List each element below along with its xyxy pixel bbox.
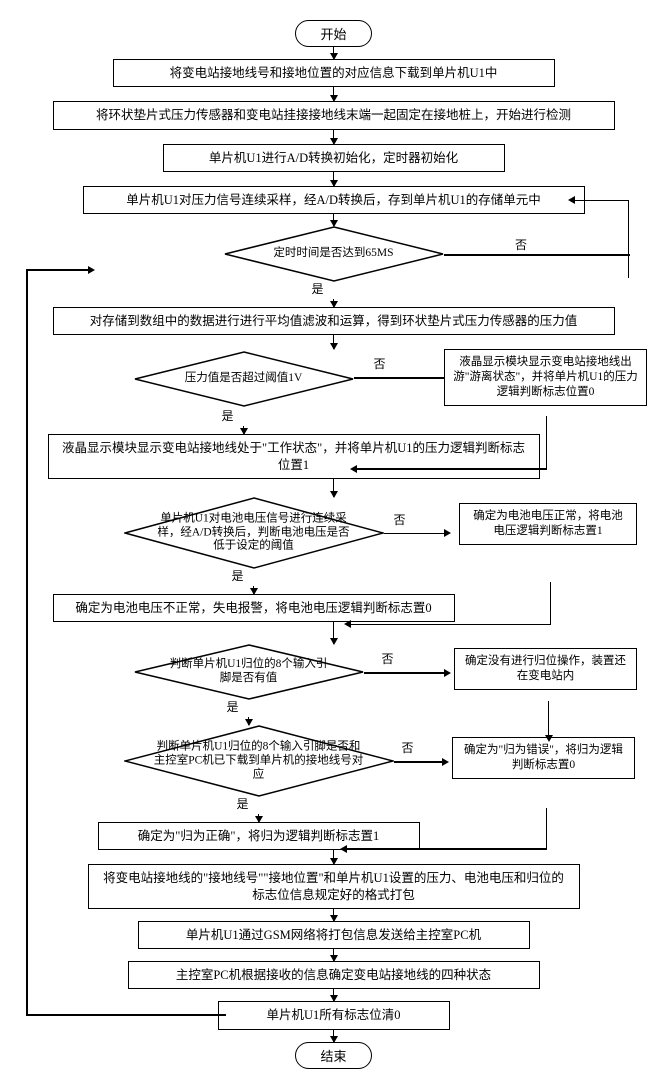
arrow: [333, 949, 335, 961]
process-1: 将变电站接地线号和接地位置的对应信息下载到单片机U1中: [113, 59, 555, 87]
line-d1-right: [444, 254, 630, 256]
label-no: 否: [382, 650, 394, 667]
row-d2: 压力值是否超过阈值1V 否 液晶显示模块显示变电站接地线出游"游离状态"，并将单…: [20, 349, 647, 409]
arrow: [258, 814, 260, 822]
line-d5-right: [394, 761, 442, 763]
process-4: 单片机U1对压力信号连续采样，经A/D转换后，存到单片机U1的存储单元中: [83, 186, 585, 214]
merge-s5-v: [546, 808, 548, 848]
process-12: 单片机U1所有标志位清0: [218, 1001, 450, 1029]
process-9: 将变电站接地线的"接地线号""接地位置"和单片机U1设置的压力、电池电压和归位的…: [88, 864, 580, 909]
row-d5: 判断单片机U1归位的8个输入引脚是否和主控室PC机已下载到单片机的接地线号对应 …: [20, 725, 647, 797]
loop-line-h-top: [575, 200, 629, 202]
label-no: 否: [515, 236, 527, 253]
arrow: [333, 850, 335, 864]
big-loop-h-bottom: [26, 1014, 226, 1016]
line-d4-right: [364, 672, 444, 674]
arrowhead: [545, 735, 553, 742]
process-6: 液晶显示模块显示变电站接地线处于"工作状态"，并将单片机U1的压力逻辑判断标志位…: [48, 434, 540, 479]
arrowhead: [344, 620, 351, 628]
process-8: 确定为"归为正确"，将归为逻辑判断标志置1: [98, 822, 420, 850]
label-yes: 是: [231, 567, 243, 584]
decision-2-text: 压力值是否超过阈值1V: [167, 372, 321, 386]
merge-s5-h: [347, 848, 547, 850]
decision-5-text: 判断单片机U1归位的8个输入引脚是否和主控室PC机已下载到单片机的接地线号对应: [153, 740, 364, 781]
arrow: [333, 479, 335, 497]
row-n6: 液晶显示模块显示变电站接地线处于"工作状态"，并将单片机U1的压力逻辑判断标志位…: [20, 434, 647, 479]
arrow: [243, 426, 245, 434]
decision-1-text: 定时时间是否达到65MS: [257, 247, 411, 261]
arrow: [333, 130, 335, 144]
side-box-3: 确定为电池电压正常，将电池电压逻辑判断标志置1: [459, 503, 637, 545]
big-loop-v: [26, 269, 28, 1014]
label-yes: 是: [311, 280, 323, 297]
decision-3: 单片机U1对电池电压信号进行连续采样，经A/D转换后，判断电池电压是否低于设定的…: [124, 497, 384, 569]
arrow: [333, 1030, 335, 1042]
label-yes: 是: [221, 407, 233, 424]
row-n7: 确定为电池电压不正常，失电报警，将电池电压逻辑判断标志置0: [20, 594, 647, 622]
side-box-5: 确定为"归为错误"，将归为逻辑判断标志置0: [452, 737, 635, 779]
row-n4: 单片机U1对压力信号连续采样，经A/D转换后，存到单片机U1的存储单元中: [20, 186, 647, 214]
label-yes: 是: [226, 698, 238, 715]
arrow: [333, 172, 335, 186]
process-3: 单片机U1进行A/D转换初始化，定时器初始化: [163, 144, 505, 172]
flowchart-root: 开始 将变电站接地线号和接地位置的对应信息下载到单片机U1中 将环状垫片式压力传…: [20, 20, 647, 1069]
process-11: 主控室PC机根据接收的信息确定变电站接地线的四种状态: [128, 961, 540, 989]
arrow: [333, 989, 335, 1001]
row-d4: 判断单片机U1归位的8个输入引脚是否有值 否 确定没有进行归位操作，装置还在变电…: [20, 644, 647, 700]
merge-s3-h: [351, 624, 551, 626]
merge-s4-v: [548, 701, 550, 737]
arrowhead: [350, 465, 357, 473]
row-n8: 确定为"归为正确"，将归为逻辑判断标志置1: [20, 822, 647, 850]
arrow: [248, 717, 250, 725]
arrow: [333, 47, 335, 59]
row-n10: 单片机U1通过GSM网络将打包信息发送给主控室PC机: [20, 921, 647, 949]
arrow: [333, 214, 335, 226]
row-n12: 单片机U1所有标志位清0: [20, 1001, 647, 1029]
row-d1: 定时时间是否达到65MS 否: [20, 226, 647, 282]
side-box-4: 确定没有进行归位操作，装置还在变电站内: [454, 648, 637, 690]
arrowhead: [568, 196, 575, 204]
row-d3: 单片机U1对电池电压信号进行连续采样，经A/D转换后，判断电池电压是否低于设定的…: [20, 497, 647, 569]
arrowhead: [442, 758, 449, 766]
arrowhead: [444, 669, 451, 677]
merge-s2-h: [357, 468, 547, 470]
side-box-2: 液晶显示模块显示变电站接地线出游"游离状态"，并将单片机U1的压力逻辑判断标志位…: [444, 349, 647, 406]
arrow: [333, 909, 335, 921]
process-2: 将环状垫片式压力传感器和变电站挂接接地线末端一起固定在接地桩上，开始进行检测: [53, 101, 615, 129]
arrow: [333, 299, 335, 307]
start-terminal: 开始: [295, 20, 371, 47]
line-d3-right: [384, 533, 444, 535]
big-loop-h-top: [26, 269, 88, 271]
decision-2: 压力值是否超过阈值1V: [134, 351, 354, 407]
merge-s3-v: [550, 582, 552, 624]
arrowhead: [340, 845, 347, 853]
process-10: 单片机U1通过GSM网络将打包信息发送给主控室PC机: [138, 921, 530, 949]
decision-5: 判断单片机U1归位的8个输入引脚是否和主控室PC机已下载到单片机的接地线号对应: [124, 725, 394, 797]
decision-4-text: 判断单片机U1归位的8个输入引脚是否有值: [168, 658, 329, 686]
process-5: 对存储到数组中的数据进行进行平均值滤波和运算，得到环状垫片式压力传感器的压力值: [53, 307, 615, 335]
label-no: 否: [402, 739, 414, 756]
merge-s2-v: [546, 416, 548, 468]
process-7: 确定为电池电压不正常，失电报警，将电池电压逻辑判断标志置0: [53, 594, 455, 622]
label-no: 否: [394, 511, 406, 528]
label-yes: 是: [236, 795, 248, 812]
decision-1: 定时时间是否达到65MS: [224, 226, 444, 282]
decision-3-text: 单片机U1对电池电压信号进行连续采样，经A/D转换后，判断电池电压是否低于设定的…: [155, 512, 353, 553]
end-terminal: 结束: [295, 1042, 371, 1069]
arrowhead: [444, 529, 451, 537]
arrowhead: [88, 266, 95, 274]
arrow: [253, 586, 255, 594]
arrow: [333, 87, 335, 101]
line-d2-right: [354, 377, 444, 379]
arrow: [333, 335, 335, 349]
arrow: [333, 622, 335, 644]
label-no: 否: [374, 355, 386, 372]
decision-4: 判断单片机U1归位的8个输入引脚是否有值: [134, 644, 364, 700]
